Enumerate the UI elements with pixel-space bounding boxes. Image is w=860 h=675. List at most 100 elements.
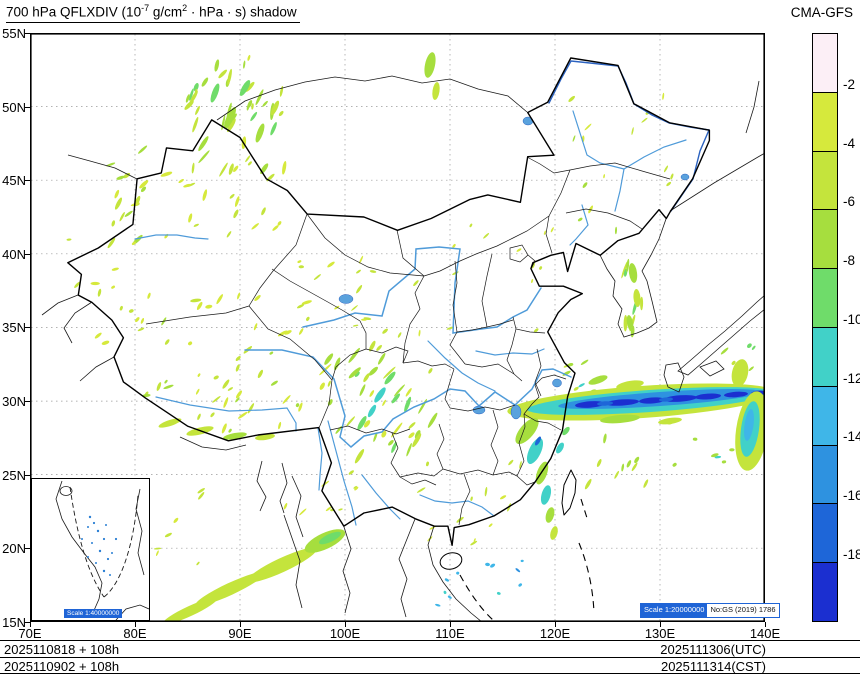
y-axis-tick — [25, 106, 30, 108]
province-borders — [145, 156, 671, 526]
title-superscript: 2 — [182, 3, 188, 13]
x-axis-tick — [240, 622, 241, 627]
x-axis-label: 130E — [644, 626, 676, 641]
salween-river — [317, 427, 323, 491]
lakes — [338, 116, 690, 420]
map-border — [30, 33, 766, 623]
shading-features — [158, 52, 777, 625]
gridlines — [31, 34, 764, 621]
x-axis-label: 100E — [329, 626, 361, 641]
y-axis-tick — [25, 474, 30, 476]
tarim-river — [134, 234, 209, 240]
colorbar-segment — [813, 150, 837, 210]
y-axis-tick — [25, 33, 30, 34]
x-axis-tick — [450, 622, 451, 627]
vietnam-coast — [55, 480, 103, 616]
taiwan-island — [561, 469, 577, 516]
x-axis-label: 90E — [228, 626, 252, 641]
inset-map — [55, 480, 150, 621]
philippines-coast — [135, 488, 145, 576]
yarlung-river — [155, 396, 297, 432]
valid-time-cst: 2025111314(CST) — [660, 658, 766, 674]
liao-river — [569, 204, 589, 246]
amur-river — [548, 60, 710, 131]
init-time-cst: 2025110902 + 108h — [4, 658, 120, 674]
hainan-island — [439, 552, 463, 570]
y-axis-label: 25N — [2, 467, 26, 483]
kyushu-coast — [663, 362, 685, 393]
valid-time-utc: 2025111306(UTC) — [660, 641, 766, 657]
south-china-sea-inset: Scale 1:40000000 — [31, 478, 150, 621]
china-outline — [67, 57, 711, 570]
x-axis-tick — [765, 622, 766, 627]
island-dots — [81, 515, 118, 576]
colorbar-label: -16 — [843, 488, 860, 503]
yangtze-river — [244, 349, 572, 448]
y-axis-label: 20N — [2, 541, 26, 557]
colorbar-label: -2 — [843, 77, 856, 92]
x-axis-label: 70E — [18, 626, 42, 641]
khanka-lake — [680, 173, 690, 181]
colorbar-segment — [813, 562, 837, 621]
y-axis-label: 35N — [2, 320, 26, 336]
colorbar-segment — [813, 91, 837, 151]
title-text: g/cm — [149, 4, 183, 20]
title-superscript: -7 — [141, 3, 150, 13]
colorbar-label: -12 — [843, 371, 860, 386]
honshu-coast — [677, 294, 766, 376]
y-axis-tick — [25, 401, 30, 402]
colorbar-label: -18 — [843, 547, 860, 562]
huai-river — [475, 348, 545, 356]
colorbar-label: -6 — [843, 194, 856, 209]
maritime-dashed-lines — [459, 498, 595, 621]
hainan-inset — [59, 486, 73, 496]
colorbar-segment — [813, 34, 837, 92]
foreign-borders — [41, 75, 766, 623]
model-label: CMA-GFS — [790, 5, 853, 20]
x-axis-label: 140E — [749, 626, 781, 641]
scale-number: No:GS (2019) 1786 — [710, 605, 776, 614]
qinghai-lake — [338, 294, 354, 304]
colorbar-label: -8 — [843, 253, 856, 268]
x-axis-label: 80E — [123, 626, 147, 641]
y-axis-label: 45N — [2, 173, 26, 189]
yellow-river — [302, 246, 542, 334]
primorye-coast — [669, 152, 766, 212]
colorbar-segment — [813, 209, 837, 269]
colorbar-segment — [813, 503, 837, 563]
title-text: · hPa · s) shadow — [187, 4, 297, 20]
amur-river-system — [548, 60, 710, 212]
title-text: 700 hPa QFLXDIV (10 — [6, 4, 142, 20]
y-axis-tick — [25, 180, 30, 182]
colorbar-label: -4 — [843, 136, 856, 151]
y-axis-tick — [25, 327, 30, 329]
page-title: 700 hPa QFLXDIV (10-7 g/cm2 · hPa · s) s… — [6, 3, 300, 23]
y-axis-tick — [25, 548, 30, 550]
x-axis-tick — [345, 622, 346, 627]
init-time-utc: 2025110818 + 108h — [4, 641, 120, 657]
y-axis-tick — [25, 253, 30, 255]
korea-coast — [599, 218, 667, 338]
red-river — [361, 474, 401, 520]
nine-dash-line — [69, 486, 139, 598]
colorbar — [812, 33, 838, 622]
colorbar-segment — [813, 385, 837, 445]
shading-speckles — [66, 54, 756, 607]
x-axis-label: 110E — [435, 626, 465, 641]
colorbar-label: -14 — [843, 429, 860, 444]
inset-scale-badge: Scale 1:40000000 — [64, 609, 123, 618]
han-river — [427, 340, 496, 392]
x-axis-label: 120E — [539, 626, 571, 641]
footer-divider — [0, 672, 860, 674]
poyang-lake — [510, 404, 522, 420]
footer-divider — [0, 640, 860, 641]
nen-river — [572, 110, 625, 170]
ussuri-river — [670, 129, 710, 212]
y-axis-tick — [25, 621, 30, 623]
taihu-lake — [552, 378, 562, 388]
y-axis-label: 15N — [2, 614, 26, 630]
y-axis-label: 55N — [2, 26, 26, 41]
colorbar-segment — [813, 326, 837, 386]
x-axis-tick — [135, 622, 136, 627]
